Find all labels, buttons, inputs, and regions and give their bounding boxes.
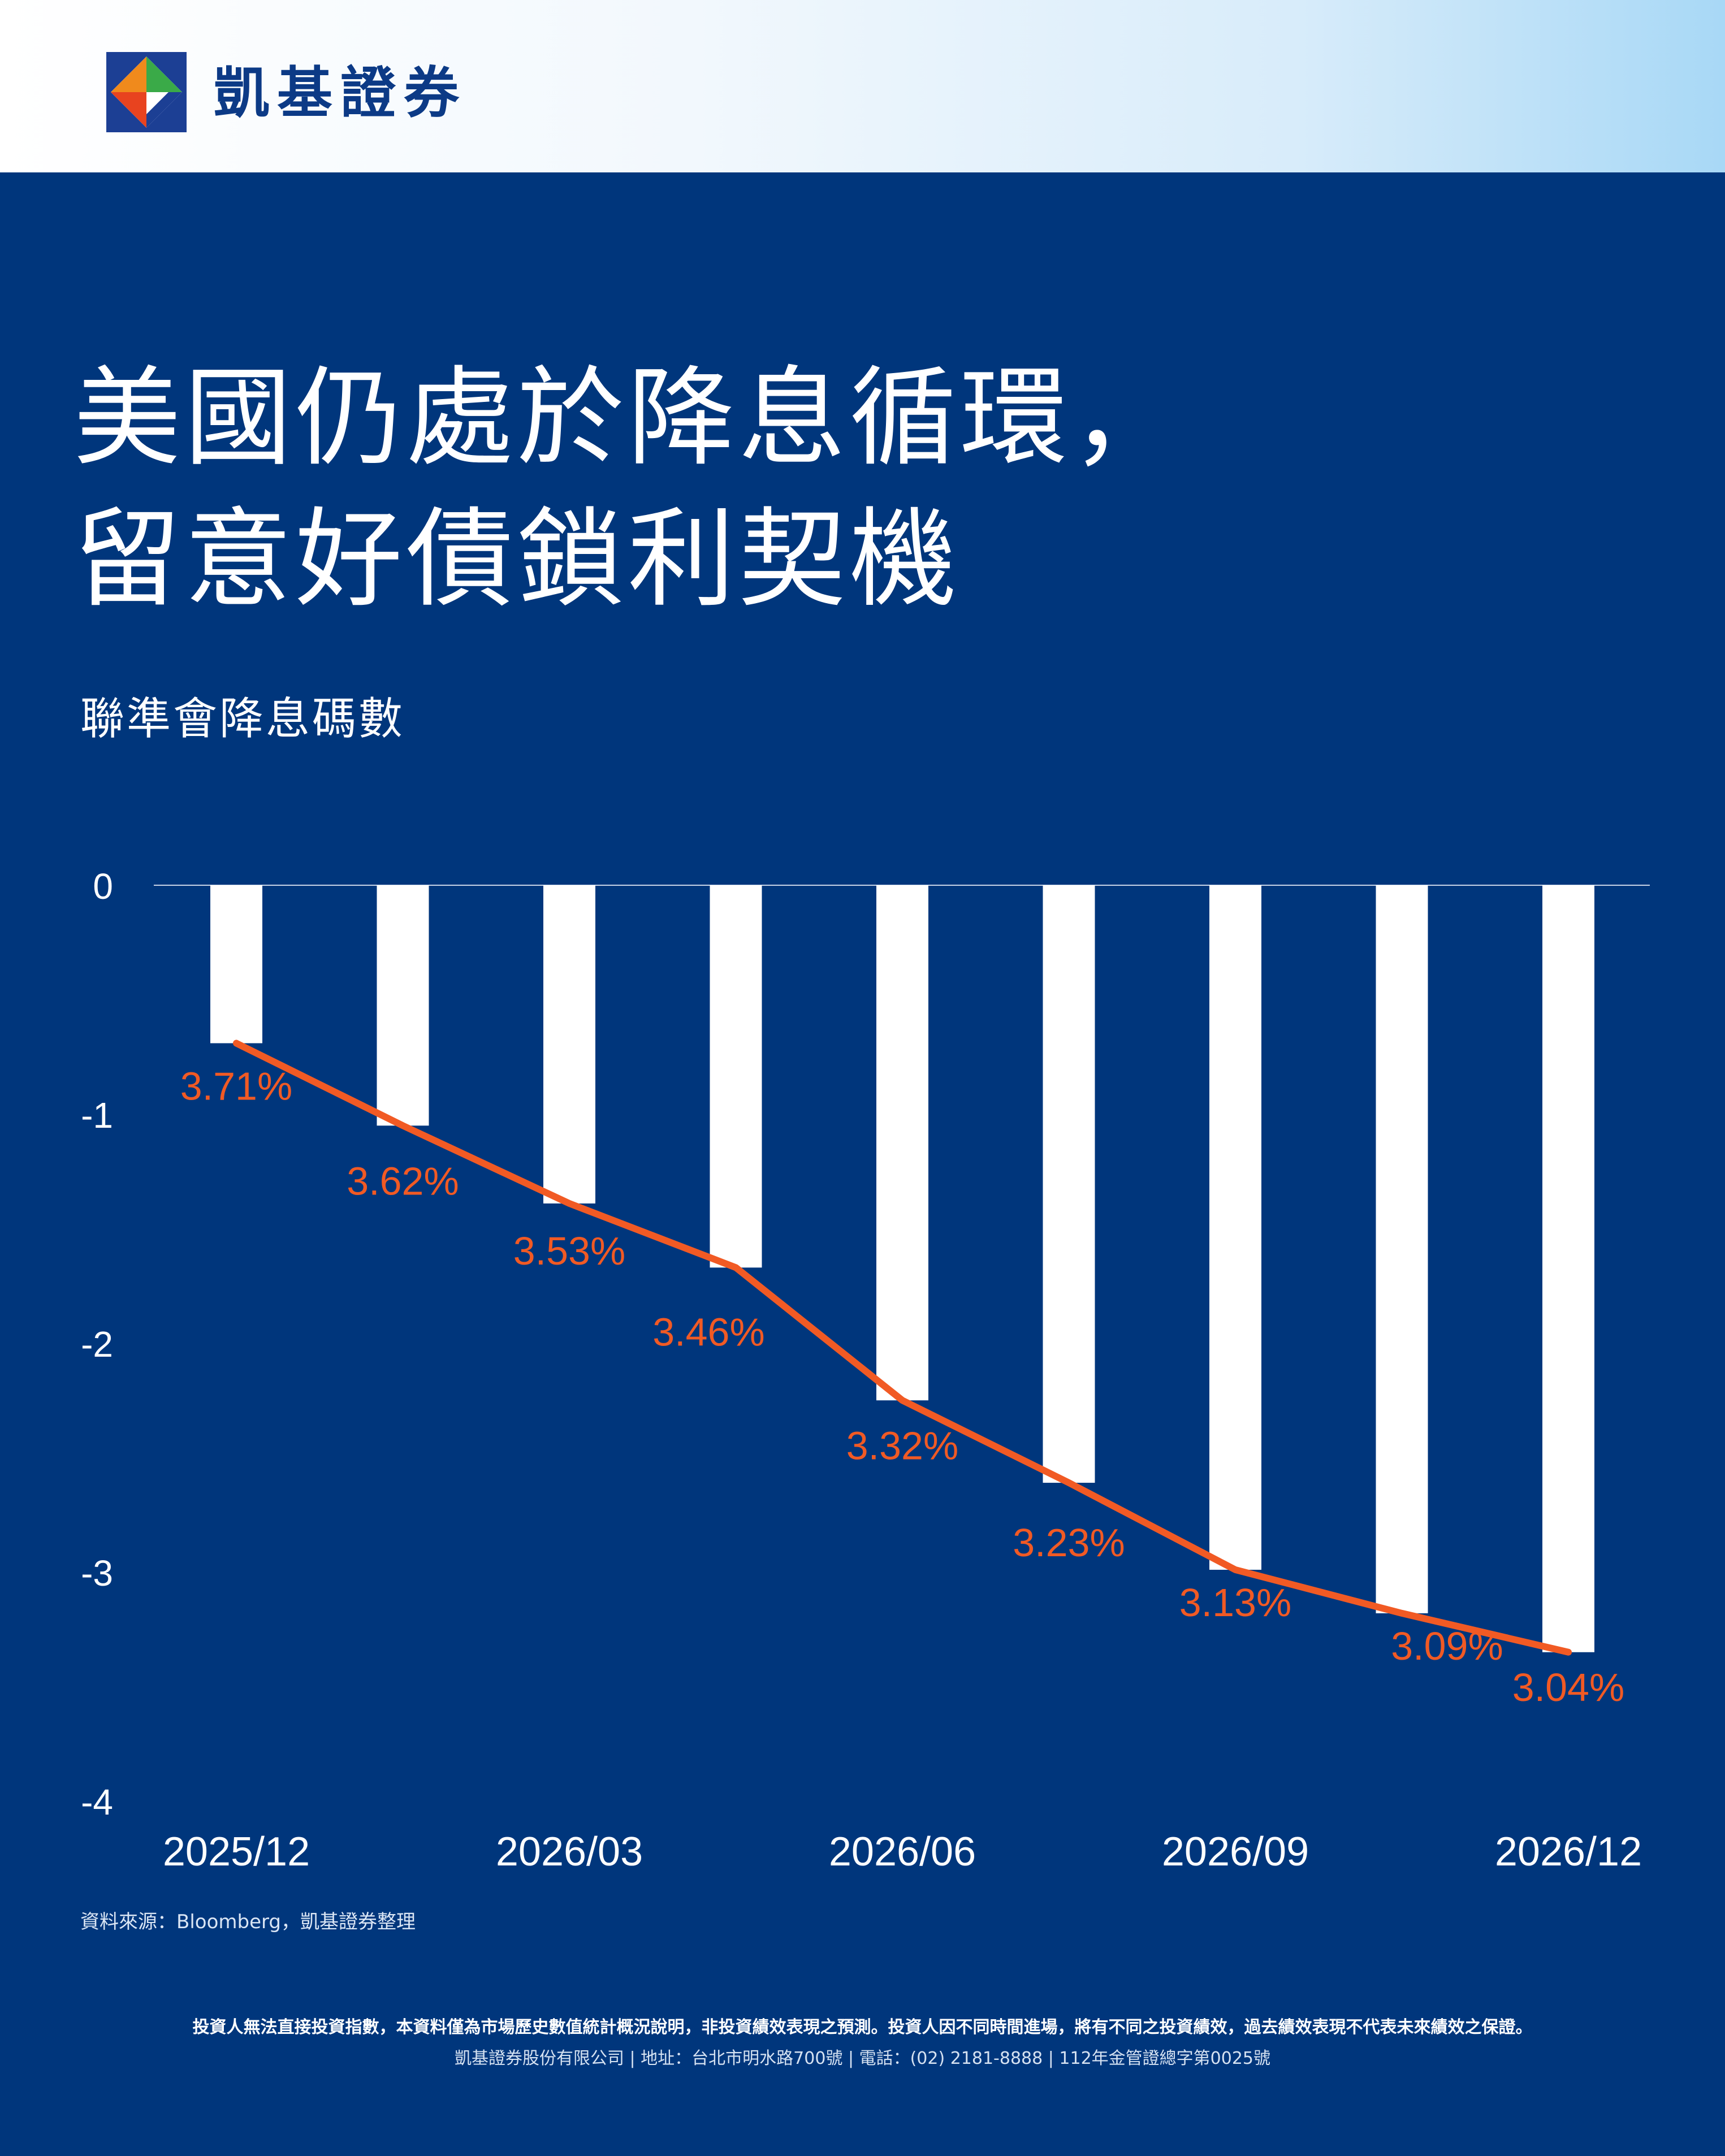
rate-line <box>233 1040 1572 1656</box>
x-tick-label: 2026/03 <box>496 1829 643 1874</box>
bar-2026-10 <box>1376 885 1428 1613</box>
rate-cut-chart: 0 -1 -2 -3 -4 3.71% 3.62% 3.53% 3.46% 3.32% 3.23% 3… <box>81 866 1650 1874</box>
data-label: 3.09% <box>1391 1624 1503 1668</box>
source-note: 資料來源：Bloomberg，凱基證券整理 <box>80 1911 416 1933</box>
x-tick-label: 2025/12 <box>163 1829 310 1874</box>
data-label: 3.71% <box>180 1064 292 1108</box>
data-label: 3.13% <box>1179 1581 1291 1625</box>
bar-2026-01 <box>377 885 429 1126</box>
bar-2026-12 <box>1542 885 1594 1652</box>
y-tick-label: -2 <box>81 1324 113 1365</box>
bar-2026-04 <box>710 885 762 1268</box>
x-tick-label: 2026/12 <box>1495 1829 1642 1874</box>
disclaimer-text: 投資人無法直接投資指數，本資料僅為市場歷史數值統計概況說明，非投資績效表現之預測… <box>192 2018 1533 2037</box>
bar-2026-09 <box>1209 885 1261 1570</box>
x-tick-label: 2026/06 <box>829 1829 976 1874</box>
data-label: 3.62% <box>347 1159 459 1203</box>
header-bar: 凱基證券 <box>0 0 1725 172</box>
data-label: 3.04% <box>1512 1665 1624 1709</box>
company-info: 凱基證券股份有限公司 | 地址：台北市明水路700號 | 電話：(02) 218… <box>454 2049 1271 2068</box>
bar-2025-12 <box>210 885 262 1044</box>
kgi-logo-icon <box>106 52 187 132</box>
y-tick-label: 0 <box>93 866 113 907</box>
page-title: 美國仍處於降息循環， 留意好債鎖利契機 <box>74 348 1182 630</box>
x-tick-label: 2026/09 <box>1162 1829 1309 1874</box>
brand-name: 凱基證券 <box>214 61 468 125</box>
y-tick-label: -1 <box>81 1095 113 1136</box>
title-line-2: 留意好債鎖利契機 <box>74 497 961 622</box>
bar-2026-06 <box>876 885 928 1401</box>
data-label: 3.23% <box>1013 1521 1125 1565</box>
data-label: 3.32% <box>846 1423 958 1467</box>
bar-2026-03 <box>543 885 595 1203</box>
data-label: 3.46% <box>652 1310 764 1354</box>
bar-2026-07 <box>1043 885 1095 1483</box>
data-label: 3.53% <box>513 1229 625 1273</box>
title-line-1: 美國仍處於降息循環， <box>74 356 1182 480</box>
y-tick-label: -3 <box>81 1553 113 1594</box>
chart-subtitle: 聯準會降息碼數 <box>80 694 405 744</box>
y-tick-label: -4 <box>81 1782 113 1822</box>
